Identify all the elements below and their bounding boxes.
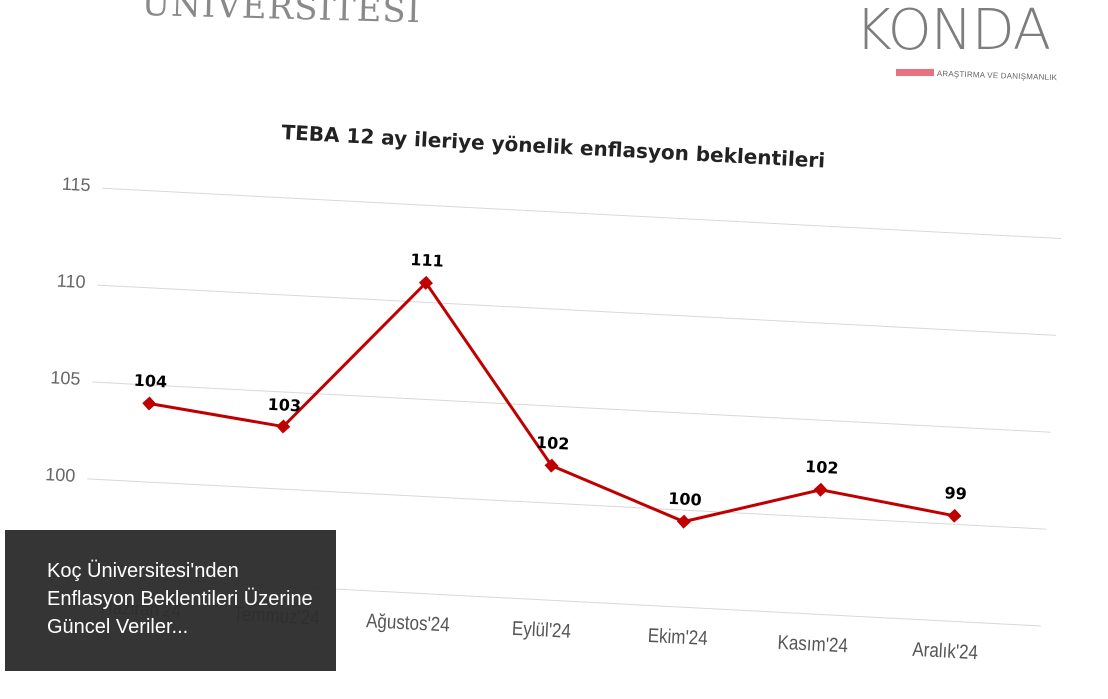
konda-logo: KONDA (855, 0, 1051, 63)
x-tick: Aralık'24 (911, 638, 979, 665)
data-label: 111 (409, 249, 445, 271)
diamond-markers (142, 275, 962, 529)
x-tick: Ağustos'24 (365, 610, 451, 637)
x-tick: Eylül'24 (511, 617, 572, 643)
data-label: 102 (804, 456, 840, 478)
data-label: 99 (944, 483, 968, 504)
data-label: 104 (133, 370, 168, 392)
article-caption[interactable]: Koç Üniversitesi'nden Enflasyon Beklenti… (47, 560, 313, 638)
x-tick: Ekim'24 (647, 624, 709, 651)
x-tick: Kasım'24 (777, 631, 849, 658)
article-caption-overlay[interactable]: Koç Üniversitesi'nden Enflasyon Beklenti… (5, 530, 336, 671)
konda-accent-bar (896, 69, 934, 76)
data-label: 100 (667, 488, 703, 510)
data-label: 102 (535, 432, 570, 454)
data-label: 103 (267, 394, 302, 416)
